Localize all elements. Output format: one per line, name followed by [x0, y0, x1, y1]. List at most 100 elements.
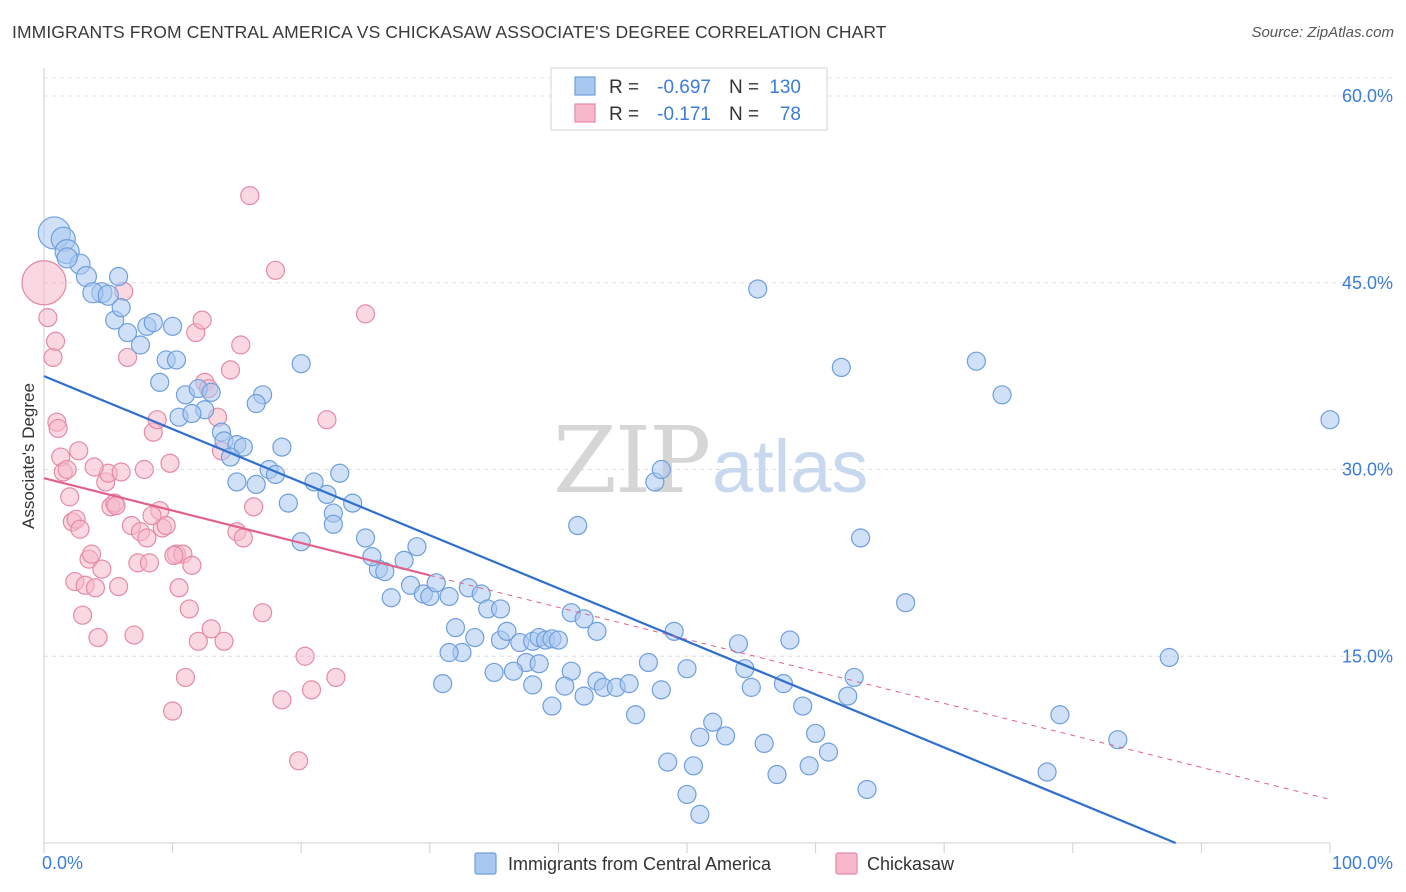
chickasaw-point-47	[182, 555, 202, 575]
legend-r-value-0: -0.697	[657, 77, 711, 98]
chickasaw-point-17	[85, 578, 106, 598]
chickasaw-point-1	[38, 308, 58, 328]
source-label: Source: ZipAtlas.com	[1251, 24, 1394, 41]
chickasaw-point-7	[57, 459, 77, 480]
central-america-point-121	[748, 279, 768, 299]
central-america-point-92	[651, 680, 671, 700]
chickasaw-point-60	[233, 528, 253, 548]
legend-r-value-1: -0.171	[657, 104, 711, 125]
central-america-point-12	[117, 322, 138, 343]
legend-n-value-0: 130	[769, 77, 801, 98]
chickasaw-point-43	[169, 578, 189, 598]
central-america-point-90	[625, 705, 646, 725]
central-america-point-113	[818, 742, 839, 762]
central-america-point-52	[407, 537, 427, 557]
chickasaw-point-75	[106, 496, 126, 516]
chickasaw-point-72	[84, 457, 104, 477]
legend-n-label-1: N =	[729, 104, 759, 125]
chickasaw-point-66	[289, 751, 309, 771]
central-america-point-35	[227, 472, 247, 492]
central-america-point-111	[799, 756, 819, 776]
central-america-point-100	[690, 727, 710, 747]
central-america-point-39	[278, 493, 298, 513]
chickasaw-point-50	[192, 310, 212, 330]
central-america-point-63	[490, 599, 511, 619]
chickasaw-point-59	[231, 335, 251, 355]
central-america-point-9	[108, 266, 129, 287]
central-america-point-72	[548, 630, 569, 650]
central-america-point-46	[323, 514, 343, 534]
chickasaw-point-53	[201, 619, 221, 639]
central-america-point-53	[381, 588, 401, 608]
bottom-legend-label-0: Immigrants from Central America	[508, 854, 772, 874]
central-america-point-128	[1050, 705, 1070, 725]
y-axis-label: Associate's Degree	[19, 383, 38, 529]
central-america-point-64	[465, 627, 485, 648]
x-tick-label-0: 0.0%	[42, 853, 83, 873]
central-america-point-75	[587, 621, 607, 641]
legend-swatch-0	[574, 76, 596, 96]
central-america-point-119	[683, 756, 704, 776]
chickasaw-point-56	[214, 631, 234, 651]
chickasaw-point-61	[240, 186, 260, 206]
central-america-point-89	[619, 674, 639, 694]
chickasaw-point-29	[124, 625, 144, 645]
axes	[43, 68, 1331, 853]
central-america-point-85	[574, 686, 594, 706]
central-america-point-15	[130, 335, 151, 355]
chickasaw-point-57	[220, 360, 241, 380]
central-america-point-81	[484, 662, 504, 683]
central-america-point-91	[638, 652, 659, 673]
chickasaw-point-13	[72, 605, 93, 625]
chickasaw-point-18	[88, 627, 108, 648]
central-america-point-16	[163, 316, 183, 336]
trend-line-central-america	[43, 375, 1177, 845]
central-america-point-6	[56, 247, 78, 269]
chickasaw-point-68	[301, 680, 322, 700]
legend-box: R = -0.697 N = 130 R = -0.171 N = 78	[550, 67, 828, 131]
chickasaw-point-15	[81, 544, 102, 564]
central-america-point-25	[182, 403, 202, 424]
trend-line-chickasaw	[43, 477, 431, 577]
central-america-point-130	[1159, 647, 1179, 668]
chickasaw-point-45	[175, 667, 196, 688]
chickasaw-point-65	[272, 690, 292, 710]
central-america-point-79	[503, 661, 523, 681]
central-america-point-36	[246, 474, 266, 495]
chickasaw-point-19	[92, 559, 112, 579]
central-america-point-82	[439, 642, 459, 663]
central-america-point-28	[246, 393, 266, 414]
legend-n-value-1: 78	[780, 104, 801, 125]
chickasaw-point-33	[137, 528, 157, 548]
central-america-point-102	[715, 726, 736, 746]
central-america-point-43	[330, 463, 350, 483]
chickasaw-point-25	[111, 462, 131, 482]
bottom-legend: Immigrants from Central America Chickasaw	[474, 852, 955, 875]
bottom-legend-swatch-1	[835, 852, 858, 875]
chickasaw-point-76	[142, 505, 162, 526]
central-america-point-33	[272, 437, 292, 457]
bottom-legend-label-1: Chickasaw	[867, 854, 955, 874]
chickasaw-point-32	[134, 459, 154, 480]
central-america-point-118	[677, 784, 697, 805]
central-america-point-32	[233, 437, 253, 457]
y-tick-label-3: 60.0%	[1342, 86, 1393, 106]
y-tick-label-0: 15.0%	[1342, 646, 1393, 666]
chickasaw-point-70	[326, 667, 346, 688]
central-america-point-8	[97, 284, 119, 306]
central-america-point-66	[497, 621, 517, 641]
chickasaw-point-49	[188, 631, 208, 651]
chickasaw-point-71	[355, 304, 376, 324]
y-tick-labels: 15.0% 30.0% 45.0% 60.0%	[1342, 86, 1393, 666]
watermark-atlas: atlas	[712, 425, 868, 508]
central-america-point-120	[690, 804, 710, 824]
central-america-point-131	[1320, 410, 1340, 430]
chickasaw-point-73	[69, 441, 89, 461]
central-america-point-83	[433, 674, 453, 694]
y-tick-label-1: 30.0%	[1342, 460, 1393, 480]
series-central-america-points	[37, 216, 1340, 824]
x-tick-labels: 0.0% 100.0%	[42, 853, 1393, 873]
central-america-point-126	[992, 385, 1012, 405]
bottom-legend-swatch-0	[474, 852, 497, 875]
central-america-point-110	[793, 696, 813, 716]
